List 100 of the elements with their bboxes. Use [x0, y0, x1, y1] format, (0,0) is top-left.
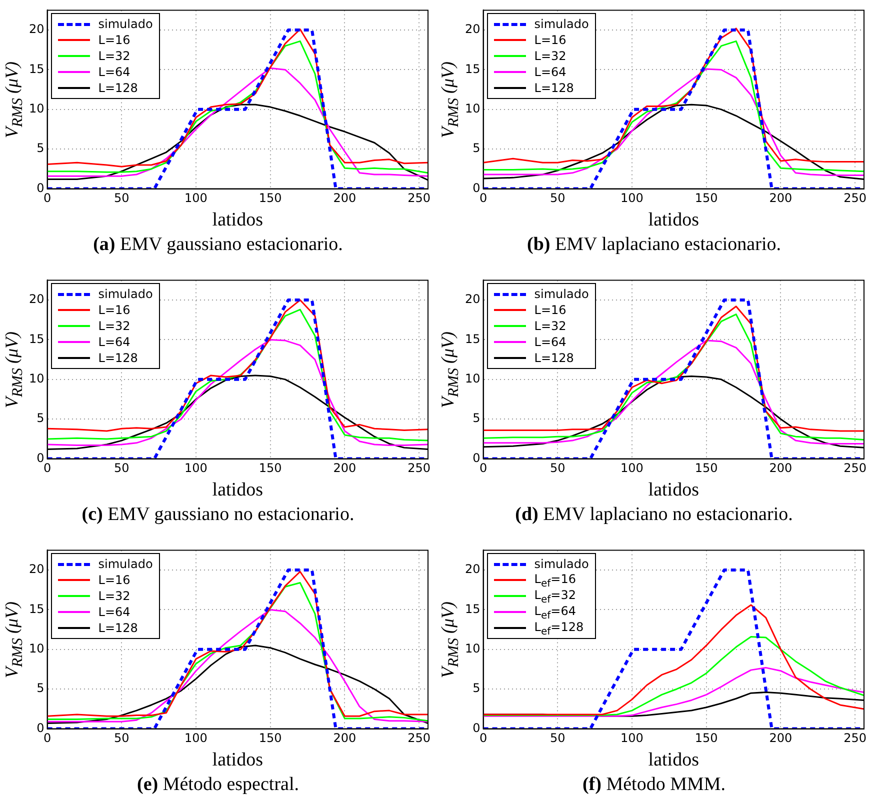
- x-tick-label: 200: [769, 461, 792, 476]
- legend-label: L=16: [98, 573, 130, 588]
- y-tick-label: 5: [472, 411, 480, 426]
- legend-label: L=32: [98, 589, 130, 604]
- y-tick-label: 5: [472, 681, 480, 696]
- legend-label: simulado: [534, 287, 589, 302]
- y-tick-label: 10: [464, 642, 480, 656]
- legend-label: L=64: [534, 335, 566, 350]
- legend-label: L$_{ef}$=64: [534, 604, 576, 621]
- y-tick-label: 15: [464, 332, 480, 346]
- x-axis-title: latidos: [648, 750, 699, 771]
- x-tick-label: 50: [550, 191, 566, 206]
- y-tick-label: 20: [28, 562, 44, 576]
- x-tick-label: 150: [258, 731, 282, 746]
- x-tick-label: 100: [184, 461, 208, 476]
- y-tick-label: 20: [28, 292, 44, 306]
- y-tick-label: 15: [28, 332, 44, 346]
- y-tick-label: 5: [36, 141, 44, 156]
- x-tick-label: 250: [408, 731, 431, 746]
- legend-label: L=64: [98, 335, 130, 350]
- legend-label: L=64: [98, 65, 130, 80]
- legend-label: L=32: [534, 49, 566, 64]
- y-tick-label: 5: [36, 411, 44, 426]
- y-tick-label: 15: [464, 602, 480, 616]
- x-tick-label: 250: [844, 461, 867, 476]
- text: (b) EMV laplaciano estacionario.: [527, 234, 781, 255]
- x-axis-title: latidos: [212, 750, 263, 771]
- legend-label: L=16: [98, 33, 130, 48]
- x-tick-label: 100: [184, 191, 208, 206]
- legend-label: L$_{ef}$=32: [534, 588, 576, 605]
- y-tick-label: 10: [28, 102, 44, 116]
- text: (c) EMV gaussiano no estacionario.: [82, 504, 354, 525]
- y-tick-label: 5: [472, 141, 480, 156]
- x-tick-label: 200: [333, 191, 356, 206]
- y-tick-label: 10: [464, 102, 480, 116]
- x-tick-label: 100: [184, 731, 208, 746]
- y-tick-label: 0: [36, 720, 44, 735]
- y-tick-label: 15: [464, 62, 480, 76]
- x-tick-label: 100: [620, 731, 644, 746]
- x-axis-title: latidos: [648, 480, 699, 501]
- x-tick-label: 50: [114, 461, 130, 476]
- text: (d) EMV laplaciano no estacionario.: [515, 504, 793, 525]
- x-tick-label: 100: [620, 191, 644, 206]
- x-tick-label: 50: [550, 731, 566, 746]
- legend-label: L=16: [534, 33, 566, 48]
- x-tick-label: 100: [620, 461, 644, 476]
- y-tick-label: 0: [472, 180, 480, 195]
- text: (e) Método espectral.: [137, 774, 299, 795]
- y-tick-label: 20: [28, 22, 44, 36]
- y-tick-label: 10: [464, 372, 480, 386]
- y-tick-label: 0: [472, 450, 480, 465]
- y-tick-label: 20: [464, 562, 480, 576]
- legend-label: L=128: [98, 351, 138, 366]
- x-tick-label: 50: [114, 731, 130, 746]
- x-tick-label: 200: [769, 191, 792, 206]
- legend-label: L=16: [534, 303, 566, 318]
- legend-label: L=128: [534, 351, 574, 366]
- x-tick-label: 200: [769, 731, 792, 746]
- x-tick-label: 250: [408, 191, 431, 206]
- y-tick-label: 0: [472, 720, 480, 735]
- x-tick-label: 250: [844, 731, 867, 746]
- legend-label: L=64: [534, 65, 566, 80]
- legend-label: L=128: [98, 81, 138, 96]
- legend-label: simulado: [534, 17, 589, 32]
- y-tick-label: 20: [464, 22, 480, 36]
- y-tick-label: 10: [28, 372, 44, 386]
- y-tick-label: 15: [28, 62, 44, 76]
- x-tick-label: 50: [550, 461, 566, 476]
- legend-label: L=32: [98, 49, 130, 64]
- x-tick-label: 150: [258, 461, 282, 476]
- legend-label: L=32: [98, 319, 130, 334]
- legend-label: L=128: [534, 81, 574, 96]
- legend-label: L=32: [534, 319, 566, 334]
- legend-label: simulado: [98, 17, 153, 32]
- x-axis-title: latidos: [212, 480, 263, 501]
- legend-label: L$_{ef}$=128: [534, 620, 584, 637]
- x-tick-label: 200: [333, 731, 356, 746]
- x-tick-label: 150: [694, 731, 718, 746]
- x-axis-title: latidos: [648, 210, 699, 231]
- x-tick-label: 250: [408, 461, 431, 476]
- legend-label: simulado: [98, 557, 153, 572]
- legend-label: simulado: [98, 287, 153, 302]
- y-tick-label: 0: [36, 180, 44, 195]
- legend-label: L=128: [98, 621, 138, 636]
- x-tick-label: 50: [114, 191, 130, 206]
- y-tick-label: 5: [36, 681, 44, 696]
- legend-label: L=16: [98, 303, 130, 318]
- x-axis-title: latidos: [212, 210, 263, 231]
- legend-label: simulado: [534, 557, 589, 572]
- x-tick-label: 200: [333, 461, 356, 476]
- x-tick-label: 150: [694, 191, 718, 206]
- text: (a) EMV gaussiano estacionario.: [93, 234, 343, 255]
- legend-label: L$_{ef}$=16: [534, 572, 576, 589]
- y-tick-label: 0: [36, 450, 44, 465]
- y-tick-label: 20: [464, 292, 480, 306]
- y-tick-label: 10: [28, 642, 44, 656]
- x-tick-label: 150: [258, 191, 282, 206]
- legend-label: L=64: [98, 605, 130, 620]
- text: (f) Método MMM.: [582, 774, 726, 795]
- x-tick-label: 150: [694, 461, 718, 476]
